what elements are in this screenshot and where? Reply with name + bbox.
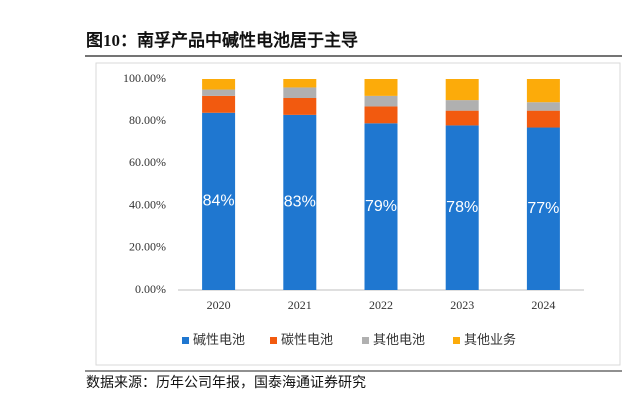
bar-segment xyxy=(202,89,236,96)
bar-segment xyxy=(526,110,560,128)
bar-segment xyxy=(202,112,236,290)
data-label: 83% xyxy=(284,194,316,211)
y-tick-label: 0.00% xyxy=(135,282,166,296)
bar-segment xyxy=(526,79,560,103)
x-tick-label: 2022 xyxy=(369,298,393,312)
x-tick-label: 2021 xyxy=(288,298,312,312)
legend-swatch xyxy=(182,337,189,344)
data-label: 79% xyxy=(365,198,397,215)
bar-segment xyxy=(283,97,317,115)
legend-label: 其他电池 xyxy=(373,332,425,347)
bar-segment xyxy=(526,127,560,290)
x-tick-label: 2020 xyxy=(207,298,231,312)
legend-label: 其他业务 xyxy=(464,332,516,347)
legend-swatch xyxy=(270,337,277,344)
legend-label: 碳性电池 xyxy=(281,332,333,347)
x-tick-label: 2024 xyxy=(531,298,555,312)
source-note: 数据来源：历年公司年报，国泰海通证券研究 xyxy=(86,375,366,391)
data-label: 77% xyxy=(527,200,559,217)
bar-segment xyxy=(283,114,317,291)
data-label: 78% xyxy=(446,199,478,216)
bar-segment xyxy=(445,110,479,126)
y-tick-label: 40.00% xyxy=(129,197,166,211)
y-tick-label: 20.00% xyxy=(129,240,166,254)
bar-segment xyxy=(283,87,317,98)
bar-segment xyxy=(445,79,479,101)
y-tick-label: 60.00% xyxy=(129,155,166,169)
legend-label: 碱性电池 xyxy=(193,332,245,347)
bar-segment xyxy=(526,102,560,111)
x-tick-label: 2023 xyxy=(450,298,474,312)
bar-segment xyxy=(445,100,479,111)
chart-title: 图10：南孚产品中碱性电池居于主导 xyxy=(86,30,358,50)
y-tick-label: 100.00% xyxy=(123,71,166,85)
bar-segment xyxy=(202,95,236,113)
bar-segment xyxy=(445,125,479,290)
legend-swatch xyxy=(362,337,369,344)
legend-swatch xyxy=(453,337,460,344)
data-label: 84% xyxy=(203,193,235,210)
bar-segment xyxy=(364,95,398,107)
bar-segment xyxy=(364,106,398,124)
plot-frame xyxy=(95,62,621,366)
bar-segment xyxy=(364,123,398,290)
bar-segment xyxy=(283,79,317,88)
y-tick-label: 80.00% xyxy=(129,113,166,127)
bar-segment xyxy=(364,79,398,96)
bar-segment xyxy=(202,79,236,90)
